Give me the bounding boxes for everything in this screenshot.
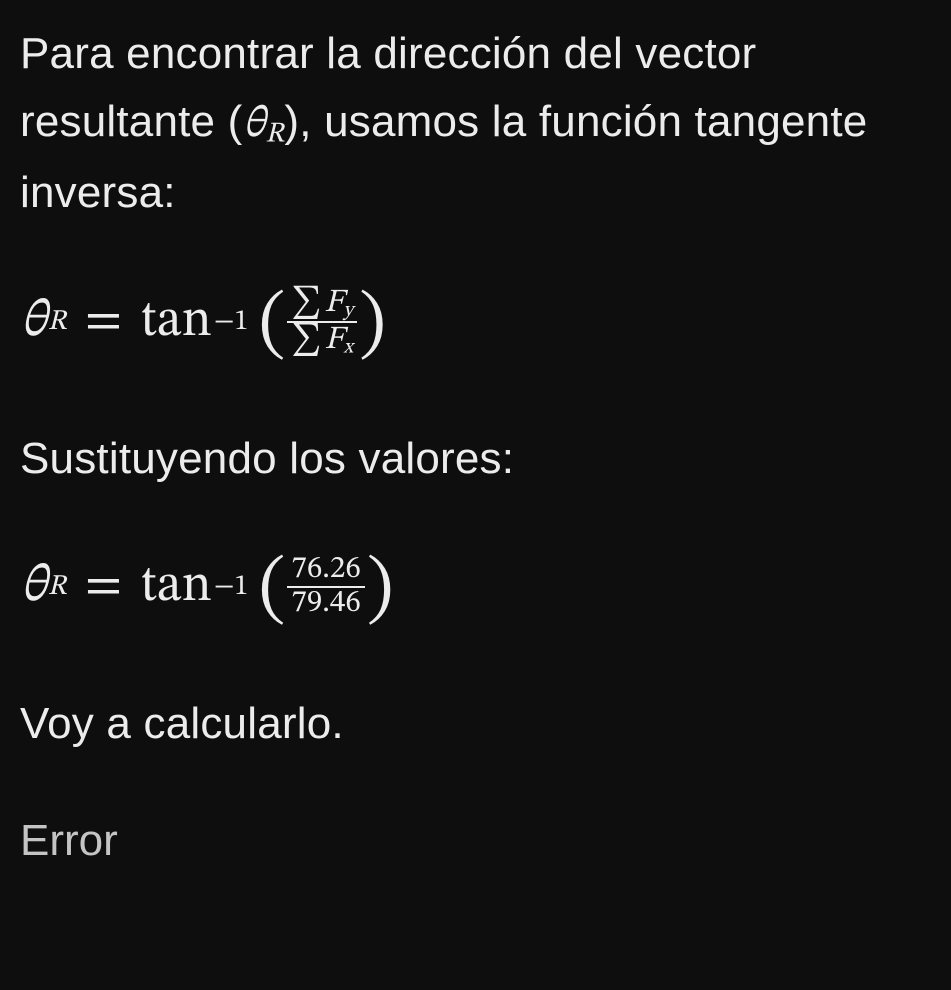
- equation-formula: θR = tan−1 ( ∑Fy ∑Fx ): [20, 286, 386, 359]
- intro-paragraph: Para encontrar la dirección del vector r…: [20, 20, 931, 228]
- eq1-denominator: ∑Fx: [287, 323, 357, 359]
- calc-paragraph: Voy a calcularlo.: [20, 690, 931, 758]
- eq1-inverse-superscript: −1: [212, 302, 249, 342]
- error-label: Error: [20, 816, 931, 866]
- sigma-icon: ∑: [291, 323, 324, 356]
- eq2-theta: θ: [20, 551, 47, 624]
- eq2-denominator: 79.46: [287, 588, 364, 621]
- sigma-icon: ∑: [291, 286, 324, 319]
- eq1-fraction: ∑Fy ∑Fx: [287, 286, 357, 359]
- eq1-equals: =: [85, 286, 122, 359]
- eq2-numerator: 76.26: [287, 554, 364, 589]
- eq1-den-sub: x: [344, 338, 354, 358]
- eq1-tan: tan: [140, 286, 211, 359]
- eq1-theta: θ: [20, 286, 47, 359]
- eq1-num-sub: y: [344, 300, 354, 320]
- eq2-equals: =: [85, 551, 122, 624]
- eq2-fraction: 76.26 79.46: [287, 554, 364, 622]
- equation-substituted: θR = tan−1 ( 76.26 79.46 ): [20, 551, 394, 624]
- substitution-paragraph: Sustituyendo los valores:: [20, 425, 931, 493]
- eq2-inverse-superscript: −1: [212, 567, 249, 607]
- theta-symbol: θ: [243, 103, 266, 147]
- theta-subscript-R: R: [265, 120, 284, 149]
- eq1-theta-sub: R: [47, 302, 67, 342]
- eq2-theta-sub: R: [47, 567, 67, 607]
- page-root: Para encontrar la dirección del vector r…: [0, 0, 951, 990]
- eq1-num-F: F: [325, 286, 344, 319]
- eq1-den-F: F: [325, 323, 344, 356]
- eq1-numerator: ∑Fy: [287, 286, 357, 324]
- eq2-tan: tan: [140, 551, 211, 624]
